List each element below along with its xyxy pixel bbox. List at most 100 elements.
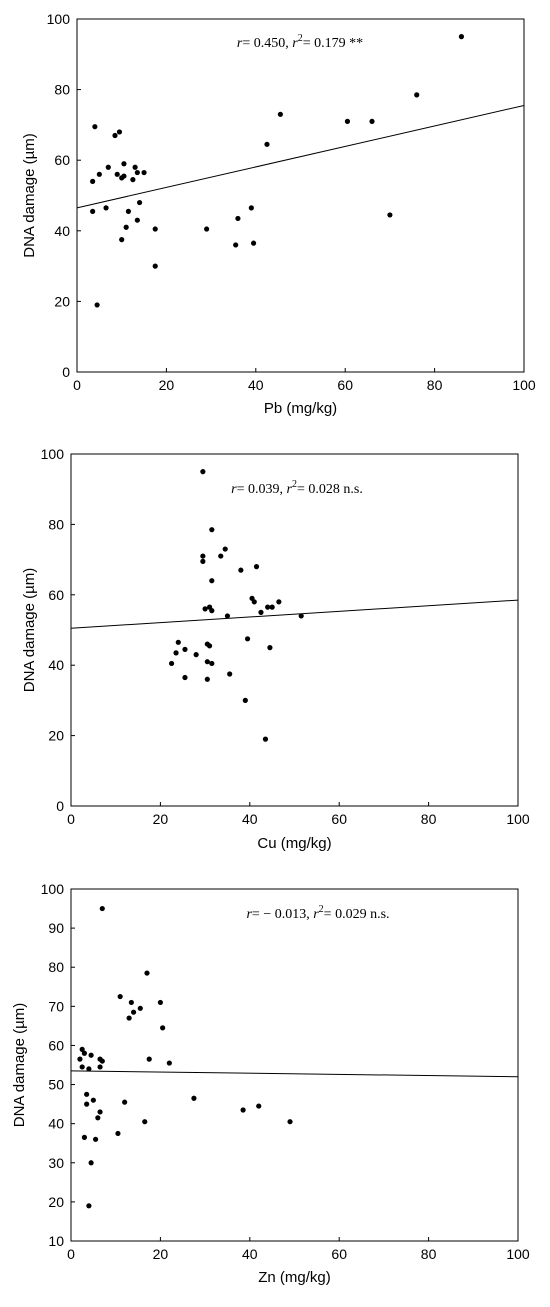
y-tick-label: 20 bbox=[54, 293, 70, 309]
data-point bbox=[99, 1058, 105, 1064]
r2-symbol: r bbox=[292, 36, 298, 51]
r-value: = 0.039, bbox=[237, 482, 287, 497]
r-symbol: r bbox=[246, 907, 252, 922]
data-point bbox=[81, 1134, 88, 1140]
data-point bbox=[144, 970, 150, 976]
data-point bbox=[116, 129, 123, 135]
data-point bbox=[222, 546, 228, 552]
data-point bbox=[191, 1095, 197, 1101]
data-point bbox=[166, 1060, 172, 1066]
data-point bbox=[84, 1101, 90, 1107]
data-point bbox=[209, 578, 215, 584]
data-point bbox=[123, 224, 129, 230]
plot-area bbox=[76, 18, 525, 373]
x-tick-label: 0 bbox=[73, 377, 81, 393]
y-tick-label: 40 bbox=[48, 657, 64, 673]
x-tick-label: 80 bbox=[421, 811, 437, 827]
data-point bbox=[267, 645, 273, 651]
y-tick-label: 0 bbox=[56, 798, 64, 814]
data-point bbox=[200, 469, 206, 475]
r2-superscript: 2 bbox=[319, 904, 324, 915]
data-point bbox=[142, 1119, 148, 1125]
data-point bbox=[86, 1066, 92, 1072]
y-tick-label: 100 bbox=[41, 446, 65, 462]
data-point bbox=[97, 1109, 103, 1115]
data-point bbox=[157, 999, 163, 1006]
data-point bbox=[206, 643, 213, 649]
data-point bbox=[209, 527, 215, 533]
data-point bbox=[200, 558, 206, 564]
data-point bbox=[136, 199, 143, 206]
x-tick-label: 40 bbox=[242, 811, 258, 827]
data-point bbox=[128, 999, 134, 1006]
data-point bbox=[298, 613, 304, 619]
data-point bbox=[204, 676, 210, 682]
r-value: = 0.450, bbox=[242, 36, 292, 51]
data-point bbox=[369, 118, 375, 124]
plot-area bbox=[70, 453, 519, 807]
regression-line bbox=[70, 599, 519, 629]
data-point bbox=[244, 636, 251, 642]
data-point bbox=[137, 1005, 143, 1011]
data-point bbox=[276, 599, 282, 605]
data-point bbox=[182, 646, 188, 652]
data-point bbox=[204, 659, 210, 665]
y-axis-label: DNA damage (µm) bbox=[11, 1003, 28, 1128]
correlation-annotation: r= − 0.013, r2= 0.029 n.s. bbox=[246, 904, 389, 922]
data-point bbox=[141, 169, 147, 176]
data-point bbox=[264, 141, 270, 147]
r2-value: = 0.179 ** bbox=[303, 36, 363, 51]
data-point bbox=[200, 553, 206, 559]
data-point bbox=[168, 660, 175, 667]
data-point bbox=[209, 608, 215, 614]
y-tick-label: 30 bbox=[48, 1155, 64, 1171]
data-point bbox=[262, 736, 269, 742]
data-point bbox=[253, 564, 260, 570]
x-tick-label: 20 bbox=[159, 377, 175, 393]
x-axis-label: Zn (mg/kg) bbox=[258, 1269, 331, 1286]
y-tick-label: 100 bbox=[47, 11, 71, 27]
data-point bbox=[92, 124, 98, 130]
data-point bbox=[125, 208, 132, 214]
data-point bbox=[121, 173, 127, 179]
data-point bbox=[130, 177, 136, 183]
x-tick-label: 0 bbox=[67, 811, 75, 827]
y-tick-label: 40 bbox=[48, 1116, 64, 1132]
data-point bbox=[95, 1115, 101, 1121]
chart-cu: 0 20 40 60 80 100 0 20 40 60 80 100 Cu (mg/kg) DNA da… bbox=[21, 446, 530, 852]
x-tick-label: 40 bbox=[242, 1246, 258, 1262]
y-tick-label: 40 bbox=[54, 223, 70, 239]
correlation-annotation: r= 0.450, r2= 0.179 ** bbox=[237, 33, 363, 51]
data-point bbox=[224, 613, 231, 619]
x-axis-label: Cu (mg/kg) bbox=[257, 835, 331, 852]
r2-value: = 0.029 n.s. bbox=[324, 907, 390, 922]
data-point bbox=[209, 660, 215, 667]
data-point bbox=[256, 1103, 262, 1109]
regression-line bbox=[70, 1070, 519, 1078]
data-point bbox=[126, 1015, 132, 1021]
data-point bbox=[387, 212, 393, 218]
data-point bbox=[269, 604, 275, 610]
data-point bbox=[103, 205, 109, 211]
plot-area bbox=[70, 888, 519, 1242]
data-point bbox=[134, 217, 140, 223]
y-tick-label: 80 bbox=[54, 82, 70, 98]
data-point bbox=[265, 604, 271, 610]
y-axis-label: DNA damage (µm) bbox=[21, 568, 38, 693]
x-tick-label: 100 bbox=[506, 811, 530, 827]
data-point bbox=[458, 34, 465, 40]
chart-zn: 0 20 40 60 80 100 10 20 30 40 50 60 70 80 90 100 Zn (mg/… bbox=[11, 881, 530, 1286]
data-point bbox=[152, 263, 158, 269]
x-tick-label: 60 bbox=[331, 811, 347, 827]
data-point bbox=[152, 226, 158, 232]
data-point bbox=[277, 111, 283, 117]
data-point bbox=[193, 652, 199, 658]
r-value: = − 0.013, bbox=[252, 907, 313, 922]
data-point bbox=[414, 92, 420, 98]
data-point bbox=[132, 164, 138, 170]
data-point bbox=[90, 208, 96, 214]
data-point bbox=[160, 1025, 166, 1031]
data-point bbox=[94, 302, 100, 308]
r2-superscript: 2 bbox=[298, 33, 303, 44]
